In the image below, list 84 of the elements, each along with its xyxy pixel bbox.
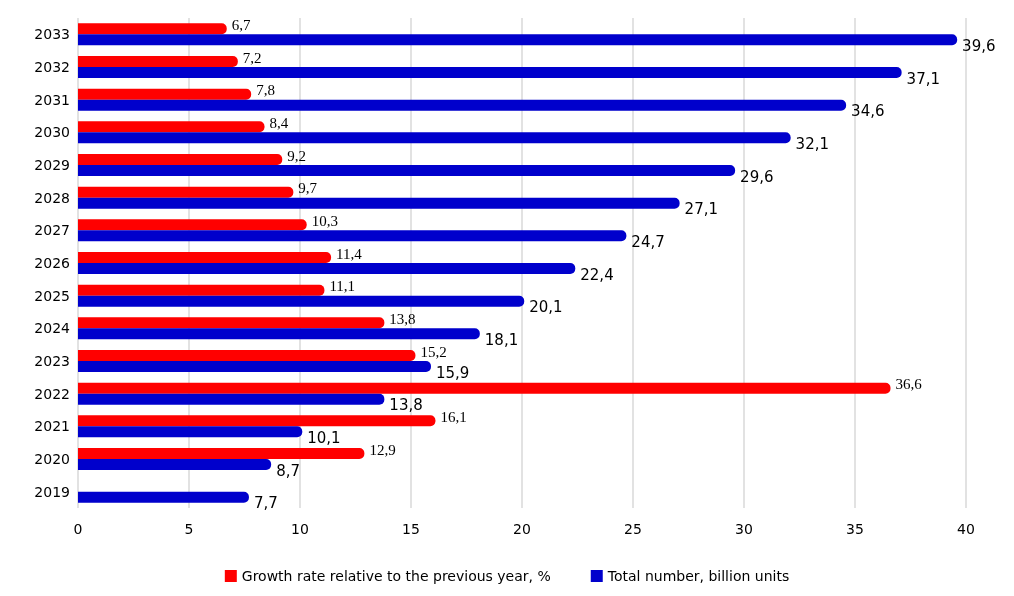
data-label: 7,7 bbox=[253, 494, 278, 513]
bar bbox=[78, 393, 385, 405]
data-label: 39,6 bbox=[962, 36, 996, 55]
bar bbox=[78, 350, 416, 361]
y-tick-label: 2029 bbox=[34, 157, 70, 173]
data-label: 6,7 bbox=[231, 16, 251, 33]
data-label: 9,2 bbox=[287, 147, 306, 164]
data-label: 29,6 bbox=[740, 167, 774, 186]
data-label: 13,8 bbox=[389, 396, 423, 415]
bar bbox=[78, 67, 902, 78]
bar bbox=[78, 328, 480, 340]
bar bbox=[78, 448, 365, 459]
x-tick-label: 20 bbox=[513, 521, 531, 537]
x-tick-label: 35 bbox=[846, 521, 864, 537]
data-label: 12,9 bbox=[369, 441, 396, 458]
bar bbox=[78, 165, 736, 176]
data-label: 24,7 bbox=[631, 232, 665, 251]
y-tick-label: 2026 bbox=[34, 255, 71, 271]
bar bbox=[78, 426, 303, 438]
y-tick-label: 2019 bbox=[34, 483, 70, 500]
data-label: 8,7 bbox=[276, 461, 300, 480]
data-label: 32,1 bbox=[795, 134, 830, 153]
bar bbox=[78, 459, 272, 470]
y-tick-label: 2022 bbox=[34, 385, 70, 402]
x-tick-label: 5 bbox=[184, 521, 194, 537]
data-label: 7,8 bbox=[256, 82, 275, 99]
data-label: 9,7 bbox=[298, 180, 318, 197]
bar bbox=[78, 154, 283, 165]
bar bbox=[78, 317, 385, 329]
x-tick-label: 10 bbox=[291, 521, 309, 537]
bar bbox=[78, 295, 525, 307]
y-tick-label: 2024 bbox=[34, 320, 71, 337]
bar bbox=[78, 263, 576, 274]
bar bbox=[78, 252, 332, 263]
bar bbox=[78, 284, 325, 296]
data-label: 15,2 bbox=[420, 343, 447, 360]
bar bbox=[78, 23, 227, 35]
data-label: 16,1 bbox=[440, 408, 467, 425]
data-label: 37,1 bbox=[906, 69, 941, 88]
bar bbox=[78, 121, 265, 133]
bar bbox=[78, 219, 307, 231]
data-label: 18,1 bbox=[484, 330, 519, 349]
data-label: 34,6 bbox=[851, 102, 885, 121]
x-tick-label: 0 bbox=[73, 521, 83, 537]
bar bbox=[78, 88, 252, 100]
x-tick-label: 40 bbox=[957, 521, 975, 537]
data-label: 27,1 bbox=[684, 200, 719, 219]
data-label: 8,4 bbox=[269, 114, 289, 131]
bar bbox=[78, 99, 847, 111]
data-label: 15,9 bbox=[435, 363, 470, 382]
y-tick-label: 2025 bbox=[34, 287, 70, 304]
y-tick-label: 2030 bbox=[34, 124, 70, 141]
y-tick-label: 2028 bbox=[34, 189, 70, 206]
bar bbox=[78, 361, 431, 372]
bar bbox=[78, 132, 791, 144]
data-label: 11,4 bbox=[336, 245, 363, 262]
y-tick-label: 2023 bbox=[34, 353, 70, 369]
bar bbox=[78, 56, 238, 67]
bar bbox=[78, 230, 627, 242]
data-label: 10,1 bbox=[307, 428, 341, 447]
bar bbox=[78, 491, 249, 503]
data-label: 13,8 bbox=[389, 310, 416, 327]
bar bbox=[78, 197, 680, 209]
y-tick-label: 2021 bbox=[34, 418, 70, 435]
y-tick-label: 2031 bbox=[34, 91, 70, 108]
data-label: 20,1 bbox=[529, 298, 563, 317]
legend-label: Total number, billion units bbox=[606, 568, 790, 584]
bar bbox=[78, 186, 294, 198]
bar bbox=[78, 415, 436, 427]
data-label: 10,3 bbox=[311, 212, 338, 229]
x-tick-label: 30 bbox=[735, 521, 753, 537]
data-label: 7,2 bbox=[242, 49, 262, 66]
data-label: 11,1 bbox=[329, 278, 356, 295]
y-tick-label: 2032 bbox=[34, 59, 70, 75]
y-tick-label: 2020 bbox=[34, 451, 70, 467]
bar bbox=[78, 382, 891, 394]
bar bbox=[78, 34, 958, 46]
data-label: 22,4 bbox=[580, 265, 614, 284]
data-label: 36,6 bbox=[895, 376, 923, 393]
y-tick-label: 2027 bbox=[34, 222, 70, 239]
legend-label: Growth rate relative to the previous year, % bbox=[241, 568, 551, 584]
y-tick-label: 2033 bbox=[34, 26, 70, 43]
x-tick-label: 25 bbox=[624, 521, 642, 537]
x-tick-label: 15 bbox=[402, 521, 420, 537]
